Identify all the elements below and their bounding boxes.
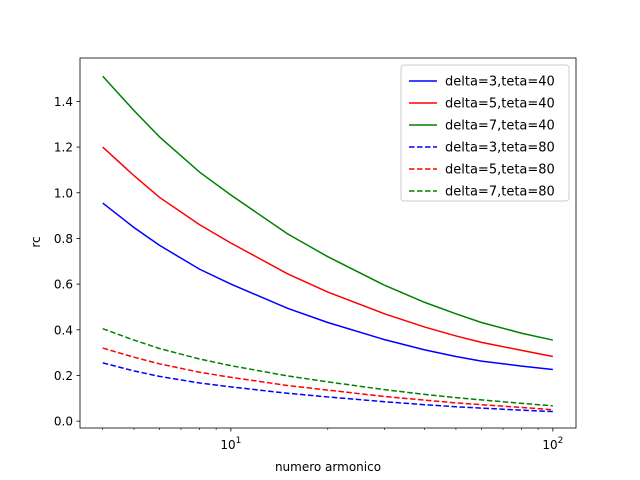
y-tick-label: 1.4	[54, 95, 73, 109]
legend: delta=3,teta=40 delta=5,teta=40 delta=7,te…	[400, 64, 570, 202]
y-tick-label: 1.0	[54, 186, 73, 200]
y-tick-label: 0.4	[54, 323, 73, 337]
legend-entry-label: delta=3,teta=40	[445, 75, 555, 90]
series-line-1	[102, 202, 553, 371]
x-axis-ticks: 101 102	[102, 428, 563, 452]
series-line-4	[102, 362, 553, 413]
y-tick-label: 0.6	[54, 278, 73, 292]
series-line-2	[102, 146, 553, 358]
series-line-3	[102, 75, 554, 341]
x-tick-label: 102	[542, 436, 563, 452]
legend-box	[400, 64, 570, 202]
y-axis-label: rc	[29, 236, 43, 247]
y-tick-label: 1.2	[54, 141, 73, 155]
x-axis-label: numero armonico	[275, 460, 381, 474]
legend-entry-label: delta=5,teta=80	[445, 163, 555, 178]
y-tick-label: 0.2	[54, 369, 73, 383]
series-line-6	[102, 327, 553, 407]
series-line-5	[102, 347, 553, 411]
y-axis-ticks: 0.0 0.2 0.4 0.6 0.8 1.0 1.2 1.4	[54, 95, 80, 429]
y-tick-label: 0.8	[54, 232, 73, 246]
legend-entry-label: delta=7,teta=40	[445, 119, 555, 134]
y-tick-label: 0.0	[54, 415, 73, 429]
x-tick-label: 101	[220, 436, 241, 452]
legend-entry-label: delta=7,teta=80	[445, 185, 555, 200]
legend-entry-label: delta=3,teta=80	[445, 141, 555, 156]
legend-entry-label: delta=5,teta=40	[445, 97, 555, 112]
plot-lines	[102, 75, 554, 413]
